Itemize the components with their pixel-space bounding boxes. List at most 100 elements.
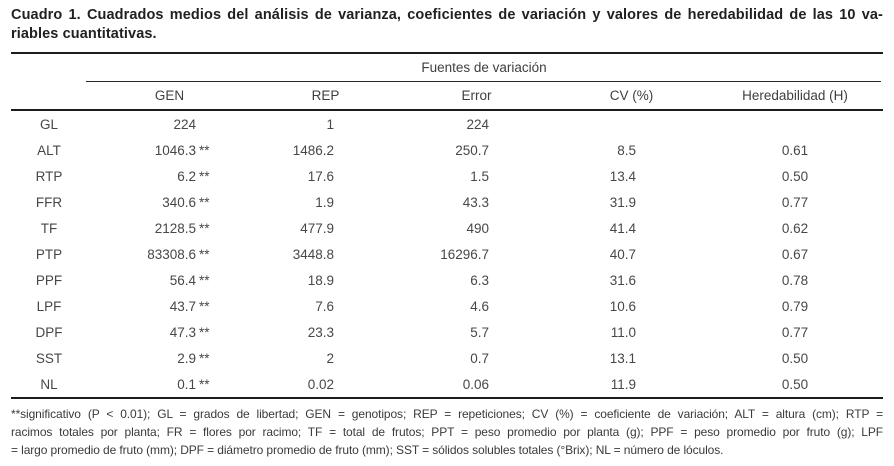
heritability-cell: 0.77: [781, 194, 809, 210]
error-cell: 490: [466, 220, 489, 236]
significance-marker: **: [199, 272, 210, 288]
gen-value: 0.1: [177, 376, 196, 392]
gen-cell: 1046.3 **: [87, 143, 252, 158]
table-row: TF 2128.5 ** 477.9 490 41.4 0.62: [11, 215, 883, 241]
gen-cell: 43.7 **: [87, 299, 252, 314]
error-cell: 6.3: [470, 272, 489, 288]
heritability-cell: 0.79: [781, 298, 809, 314]
heritability-cell: 0.77: [781, 324, 809, 340]
gen-cell: 6.2 **: [87, 169, 252, 184]
heritability-cell: 0.50: [781, 350, 809, 366]
column-header-error: Error: [461, 88, 492, 103]
column-header-rep: REP: [311, 88, 340, 103]
table-row: DPF 47.3 ** 23.3 5.7 11.0 0.77: [11, 319, 883, 345]
column-header-cv: CV (%): [609, 88, 654, 103]
cv-cell: 31.9: [609, 194, 636, 210]
significance-marker: **: [199, 246, 210, 262]
error-cell: 5.7: [470, 324, 489, 340]
header-rule: [11, 109, 883, 111]
bottom-rule: [11, 397, 883, 399]
gen-value: 43.7: [169, 298, 196, 314]
cv-cell: 13.1: [609, 350, 636, 366]
row-label: NL: [40, 376, 58, 392]
cv-cell: 8.5: [617, 142, 636, 158]
gen-cell: 340.6 **: [87, 195, 252, 210]
gen-value: 1046.3: [154, 142, 196, 158]
rep-cell: 3448.8: [292, 246, 334, 262]
gen-cell: 2128.5 **: [87, 221, 252, 236]
span-sub-rule: [86, 81, 881, 82]
gen-cell: 83308.6 **: [87, 247, 252, 262]
heritability-cell: 0.62: [781, 220, 809, 236]
significance-marker: **: [199, 298, 210, 314]
significance-marker: **: [199, 220, 210, 236]
row-label: TF: [40, 220, 58, 236]
heritability-cell: 0.50: [781, 168, 809, 184]
cv-cell: 41.4: [609, 220, 636, 236]
rep-cell: 18.9: [307, 272, 334, 288]
column-header-heritability: Heredabilidad (H): [742, 88, 848, 103]
heritability-cell: 0.50: [781, 376, 809, 392]
rep-cell: 17.6: [307, 168, 334, 184]
significance-marker: **: [199, 142, 210, 158]
row-label: PPF: [35, 272, 63, 288]
gen-cell: 2.9 **: [87, 351, 252, 366]
cv-cell: 40.7: [609, 246, 636, 262]
row-label: RTP: [35, 168, 63, 184]
gen-value: 56.4: [169, 272, 196, 288]
column-header-row: GEN REP Error CV (%) Heredabilidad (H): [11, 82, 883, 109]
table-caption: Cuadro 1. Cuadrados medios del análisis …: [11, 6, 883, 44]
caption-line-1: Cuadro 1. Cuadrados medios del análisis …: [11, 7, 883, 23]
gen-value: 224: [173, 116, 196, 132]
cv-cell: 11.0: [610, 324, 636, 340]
span-header-row: Fuentes de variación: [11, 54, 883, 81]
cv-cell: 11.9: [610, 376, 636, 392]
row-label: GL: [39, 116, 58, 132]
gen-cell: 56.4 **: [87, 273, 252, 288]
heritability-cell: 0.61: [781, 142, 809, 158]
table-row: NL 0.1 ** 0.02 0.06 11.9 0.50: [11, 371, 883, 397]
footnote-line-1: **significativo (P < 0.01); GL = grados …: [11, 407, 883, 421]
significance-marker: **: [199, 350, 210, 366]
rep-cell: 2: [326, 350, 334, 366]
table-row: PPF 56.4 ** 18.9 6.3 31.6 0.78: [11, 267, 883, 293]
row-label: PTP: [35, 246, 63, 262]
table-row: FFR 340.6 ** 1.9 43.3 31.9 0.77: [11, 189, 883, 215]
footnote: **significativo (P < 0.01); GL = grados …: [11, 405, 883, 459]
column-header-gen: GEN: [154, 88, 185, 103]
error-cell: 224: [466, 116, 489, 132]
significance-marker: **: [199, 168, 210, 184]
table-row: LPF 43.7 ** 7.6 4.6 10.6 0.79: [11, 293, 883, 319]
gen-cell: 224: [87, 117, 252, 132]
table-row: PTP 83308.6 ** 3448.8 16296.7 40.7 0.67: [11, 241, 883, 267]
table-row: RTP 6.2 ** 17.6 1.5 13.4 0.50: [11, 163, 883, 189]
error-cell: 16296.7: [440, 246, 489, 262]
gen-value: 2.9: [177, 350, 196, 366]
footnote-line-3: = largo promedio de fruto (mm); DPF = di…: [11, 443, 724, 457]
gen-value: 6.2: [177, 168, 196, 184]
gen-cell: 0.1 **: [87, 377, 252, 392]
gen-value: 83308.6: [147, 246, 196, 262]
footnote-line-2: racimos totales por planta; FR = flores …: [11, 425, 883, 439]
rep-cell: 0.02: [307, 376, 334, 392]
error-cell: 43.3: [462, 194, 489, 210]
gen-cell: 47.3 **: [87, 325, 252, 340]
rep-cell: 477.9: [300, 220, 334, 236]
gen-value: 47.3: [169, 324, 196, 340]
row-label: ALT: [37, 142, 61, 158]
table-body: GL 224 1 224 ALT 1046.3 ** 1486.2 250.7 8.5 0.61 RT…: [11, 111, 883, 397]
cv-cell: 13.4: [609, 168, 636, 184]
rep-cell: 1: [326, 116, 334, 132]
table-row: SST 2.9 ** 2 0.7 13.1 0.50: [11, 345, 883, 371]
cv-cell: 10.6: [609, 298, 636, 314]
row-label: FFR: [35, 194, 63, 210]
rep-cell: 7.6: [315, 298, 334, 314]
rep-cell: 1.9: [315, 194, 334, 210]
rep-cell: 1486.2: [292, 142, 334, 158]
caption-line-2: riables cuantitativas.: [11, 26, 157, 42]
table-row: ALT 1046.3 ** 1486.2 250.7 8.5 0.61: [11, 137, 883, 163]
significance-marker: **: [199, 324, 210, 340]
rep-cell: 23.3: [307, 324, 334, 340]
error-cell: 0.06: [462, 376, 489, 392]
